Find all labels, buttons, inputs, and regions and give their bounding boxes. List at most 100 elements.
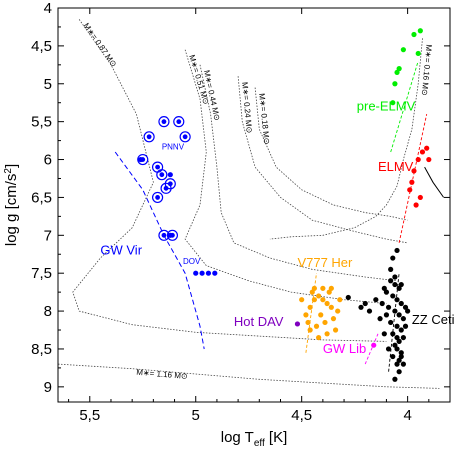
y-tick-label: 6 — [44, 152, 52, 169]
data-point — [330, 316, 337, 322]
data-point — [335, 308, 341, 314]
data-point — [398, 350, 404, 356]
data-point — [309, 289, 315, 295]
data-point — [138, 156, 144, 163]
data-point — [303, 312, 309, 318]
data-point — [400, 47, 406, 53]
data-point — [332, 327, 339, 333]
data-point — [320, 297, 326, 303]
data-point — [394, 323, 400, 329]
strip-line — [364, 333, 379, 365]
region-labels: GW Vir PNNV DOV pre-ELMV ELMV V777 Her Hot DAV… — [100, 98, 454, 355]
track-label: M∗= 0.18 M⊙ — [257, 93, 271, 145]
x-tick-label: 4 — [403, 407, 411, 424]
data-point — [193, 270, 199, 276]
data-point — [396, 369, 402, 375]
data-point — [402, 304, 409, 310]
data-point — [328, 285, 334, 291]
data-point — [161, 119, 167, 125]
data-point — [396, 338, 402, 344]
data-point — [411, 31, 417, 38]
data-point — [328, 304, 334, 310]
region-label: GW Lib — [323, 341, 366, 356]
data-point — [167, 232, 173, 238]
region-label: PNNV — [162, 143, 185, 152]
data-point — [396, 357, 402, 363]
data-point — [358, 304, 364, 310]
data-point — [398, 300, 404, 307]
region-label: ELMV — [378, 159, 414, 174]
track-line — [254, 87, 408, 221]
data-point — [205, 270, 212, 276]
y-axis-title: log g [cm/s2] — [3, 164, 20, 246]
data-point — [320, 285, 326, 291]
region-label: pre-ELMV — [357, 98, 416, 113]
region-label: Hot DAV — [234, 314, 284, 329]
data-point — [299, 297, 305, 303]
track-label: M∗= 0.24 M⊙ — [240, 82, 254, 134]
data-point — [394, 247, 400, 254]
data-point — [396, 66, 402, 72]
region-label: V777 Her — [297, 255, 353, 270]
data-point — [390, 331, 396, 337]
data-point — [409, 179, 415, 185]
data-point — [392, 342, 398, 348]
data-point — [388, 278, 394, 284]
data-point-ring — [158, 116, 170, 128]
data-point — [392, 308, 398, 314]
data-point — [322, 319, 328, 326]
y-tick-label: 5,5 — [31, 114, 52, 131]
data-point — [424, 145, 430, 151]
data-point — [392, 281, 398, 288]
data-point — [390, 255, 396, 261]
data-point — [381, 285, 387, 291]
data-point — [146, 134, 152, 140]
track-line — [58, 363, 440, 389]
data-point — [392, 376, 398, 382]
data-point — [394, 334, 400, 341]
track-label: M∗= 0.87 M⊙ — [82, 21, 119, 68]
strip-line — [390, 60, 419, 153]
plot-frame — [57, 7, 451, 403]
data-point — [305, 319, 311, 326]
data-point — [413, 202, 419, 208]
data-point — [316, 334, 322, 341]
y-tick-label: 4 — [44, 0, 52, 17]
data-point-ring — [137, 153, 149, 166]
data-point — [385, 304, 392, 310]
data-point — [385, 346, 392, 352]
y-tick-label: 9 — [44, 379, 52, 396]
data-point — [313, 323, 320, 329]
track-label: M∗= 0.16 M⊙ — [420, 44, 434, 96]
data-point — [407, 187, 413, 193]
track-line — [199, 64, 398, 282]
x-tick-label: 4,5 — [291, 407, 312, 424]
data-point — [396, 285, 402, 291]
data-point — [411, 168, 417, 174]
data-point — [307, 304, 313, 310]
region-label: ZZ Ceti — [412, 312, 455, 327]
data-points — [114, 28, 432, 382]
data-point — [311, 297, 317, 303]
data-point — [383, 312, 390, 318]
track-tail-line — [424, 166, 445, 198]
y-tick-label: 7,5 — [31, 265, 52, 282]
data-point — [366, 308, 373, 314]
data-point — [294, 321, 301, 327]
data-point — [398, 353, 404, 360]
data-point — [176, 119, 182, 125]
data-point — [400, 361, 406, 367]
data-point-ring — [143, 131, 155, 143]
data-point — [373, 297, 379, 303]
x-axis-title: log Teff [K] — [221, 429, 288, 449]
data-point — [394, 346, 400, 352]
data-point — [155, 195, 160, 200]
data-point — [402, 323, 409, 329]
data-point — [390, 100, 396, 106]
data-point — [392, 274, 398, 280]
data-point — [381, 331, 387, 337]
strip-line — [398, 114, 428, 243]
data-point — [383, 289, 390, 295]
data-point — [388, 319, 394, 326]
